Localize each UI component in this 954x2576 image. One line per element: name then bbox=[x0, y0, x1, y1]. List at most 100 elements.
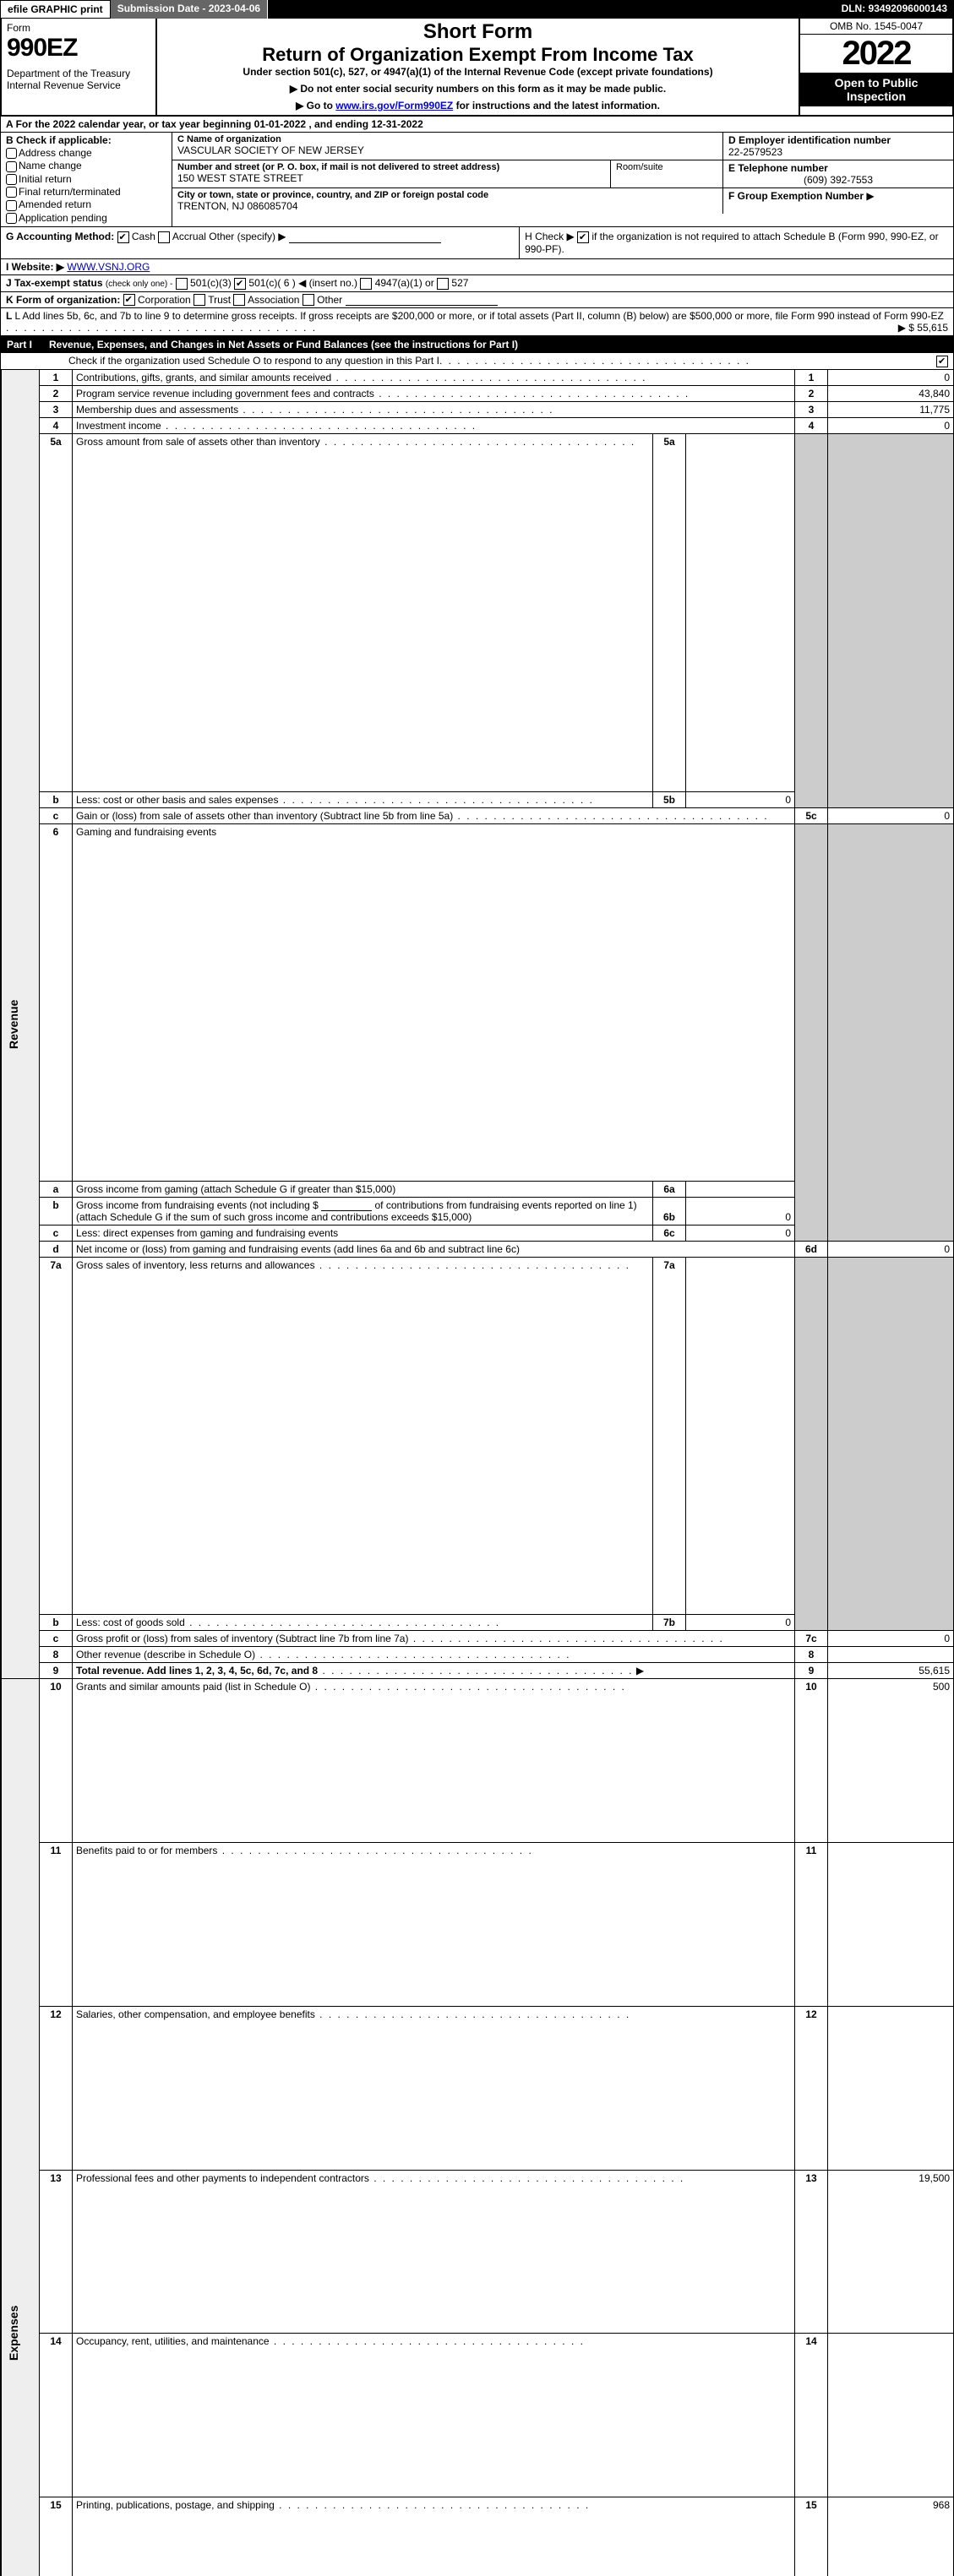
l6a-sub: 6a bbox=[653, 1181, 686, 1197]
phone-value: (609) 392-7553 bbox=[728, 174, 948, 186]
j-501c: 501(c)( 6 ) ◀ (insert no.) bbox=[248, 277, 357, 289]
j-4947: 4947(a)(1) or bbox=[375, 277, 434, 289]
h-check[interactable] bbox=[577, 231, 589, 243]
k-corp-check[interactable] bbox=[123, 294, 135, 306]
top-bar: efile GRAPHIC print Submission Date - 20… bbox=[0, 0, 954, 19]
l8-desc: Other revenue (describe in Schedule O) bbox=[76, 1649, 255, 1660]
opt-initial-return[interactable]: Initial return bbox=[6, 173, 166, 185]
c-name-label: C Name of organization bbox=[177, 134, 717, 144]
l6c-num: c bbox=[40, 1225, 73, 1241]
street-label: Number and street (or P. O. box, if mail… bbox=[177, 162, 605, 172]
col-c: C Name of organization VASCULAR SOCIETY … bbox=[172, 133, 953, 226]
l10-ref: 10 bbox=[795, 1679, 828, 1843]
city-label: City or town, state or province, country… bbox=[177, 190, 717, 200]
l6d-num: d bbox=[40, 1241, 73, 1257]
opt-application-pending[interactable]: Application pending bbox=[6, 212, 166, 224]
l-text: L Add lines 5b, 6c, and 7b to line 9 to … bbox=[14, 310, 943, 322]
l10-desc: Grants and similar amounts paid (list in… bbox=[76, 1681, 310, 1693]
l9-desc: Total revenue. Add lines 1, 2, 3, 4, 5c,… bbox=[76, 1665, 318, 1677]
l14-desc: Occupancy, rent, utilities, and maintena… bbox=[76, 2335, 270, 2347]
l7a-subval bbox=[686, 1257, 795, 1614]
g-accrual-check[interactable] bbox=[158, 231, 170, 243]
l9-val: 55,615 bbox=[828, 1663, 954, 1679]
header-right: OMB No. 1545-0047 2022 Open to Public In… bbox=[799, 19, 952, 115]
l7b-subval: 0 bbox=[686, 1615, 795, 1631]
l5b-sub: 5b bbox=[653, 791, 686, 807]
j-4947-check[interactable] bbox=[360, 278, 372, 290]
l5a-subval bbox=[686, 434, 795, 791]
part1-title: Revenue, Expenses, and Changes in Net As… bbox=[49, 339, 947, 351]
l15-desc: Printing, publications, postage, and shi… bbox=[76, 2499, 275, 2511]
form-number: 990EZ bbox=[7, 34, 150, 62]
l7c-desc: Gross profit or (loss) from sales of inv… bbox=[76, 1633, 408, 1644]
header-left: Form 990EZ Department of the Treasury In… bbox=[2, 19, 157, 115]
i-label: I Website: ▶ bbox=[6, 261, 64, 273]
l7c-ref: 7c bbox=[795, 1631, 828, 1647]
l4-num: 4 bbox=[40, 418, 73, 434]
l6d-val: 0 bbox=[828, 1241, 954, 1257]
part1-sub: Check if the organization used Schedule … bbox=[0, 353, 954, 370]
l12-val bbox=[828, 2006, 954, 2170]
opt-name-change[interactable]: Name change bbox=[6, 160, 166, 171]
l3-num: 3 bbox=[40, 402, 73, 418]
k-assoc-check[interactable] bbox=[233, 294, 245, 306]
k-assoc: Association bbox=[248, 294, 299, 306]
revenue-side: Revenue bbox=[1, 370, 40, 1679]
l6d-desc: Net income or (loss) from gaming and fun… bbox=[76, 1243, 520, 1255]
opt-final-return[interactable]: Final return/terminated bbox=[6, 186, 166, 198]
f-arrow: ▶ bbox=[866, 190, 874, 202]
g-label: G Accounting Method: bbox=[6, 231, 114, 242]
l6b-blank[interactable] bbox=[321, 1200, 372, 1211]
l1-desc: Contributions, gifts, grants, and simila… bbox=[76, 372, 331, 383]
l11-val bbox=[828, 1843, 954, 2007]
l15-ref: 15 bbox=[795, 2497, 828, 2576]
efile-print-label[interactable]: efile GRAPHIC print bbox=[0, 0, 111, 19]
l7a-desc: Gross sales of inventory, less returns a… bbox=[76, 1259, 315, 1271]
l6d-ref: 6d bbox=[795, 1241, 828, 1257]
opt-address-change[interactable]: Address change bbox=[6, 147, 166, 159]
ein-value: 22-2579523 bbox=[728, 146, 948, 158]
org-name: VASCULAR SOCIETY OF NEW JERSEY bbox=[177, 144, 717, 156]
l8-num: 8 bbox=[40, 1647, 73, 1663]
l6b-subval: 0 bbox=[686, 1197, 795, 1225]
j-527-check[interactable] bbox=[437, 278, 449, 290]
part1-header: Part I Revenue, Expenses, and Changes in… bbox=[0, 336, 954, 353]
website-link[interactable]: WWW.VSNJ.ORG bbox=[67, 261, 150, 273]
l6c-desc: Less: direct expenses from gaming and fu… bbox=[76, 1227, 338, 1239]
opt-amended-return[interactable]: Amended return bbox=[6, 198, 166, 210]
form-word: Form bbox=[7, 22, 150, 34]
l7b-desc: Less: cost of goods sold bbox=[76, 1617, 185, 1628]
l14-num: 14 bbox=[40, 2334, 73, 2497]
j-501c-check[interactable] bbox=[234, 278, 246, 290]
g-other: Other (specify) ▶ bbox=[209, 231, 286, 242]
l10-num: 10 bbox=[40, 1679, 73, 1843]
irs-link[interactable]: www.irs.gov/Form990EZ bbox=[335, 100, 453, 111]
line-k: K Form of organization: Corporation Trus… bbox=[0, 292, 954, 309]
expenses-side: Expenses bbox=[1, 1679, 40, 2576]
part1-scho-check[interactable] bbox=[936, 356, 948, 367]
j-501c3: 501(c)(3) bbox=[190, 277, 232, 289]
k-other-blank[interactable] bbox=[346, 295, 498, 306]
j-527: 527 bbox=[451, 277, 468, 289]
g-other-blank[interactable] bbox=[289, 232, 441, 243]
k-other-check[interactable] bbox=[303, 294, 314, 306]
g-cash-check[interactable] bbox=[117, 231, 129, 243]
l1-num: 1 bbox=[40, 370, 73, 386]
header-center: Short Form Return of Organization Exempt… bbox=[157, 19, 799, 115]
l3-ref: 3 bbox=[795, 402, 828, 418]
l3-desc: Membership dues and assessments bbox=[76, 404, 238, 416]
l6b-num: b bbox=[40, 1197, 73, 1225]
part1-subtext: Check if the organization used Schedule … bbox=[68, 355, 439, 367]
line-a-text: For the 2022 calendar year, or tax year … bbox=[16, 118, 423, 130]
l9-arrow-icon: ▶ bbox=[636, 1665, 644, 1677]
part1-table: Revenue 1 Contributions, gifts, grants, … bbox=[0, 370, 954, 2576]
k-trust-check[interactable] bbox=[194, 294, 205, 306]
section-bcdef: B Check if applicable: Address change Na… bbox=[0, 133, 954, 227]
j-sub: (check only one) - bbox=[106, 280, 172, 289]
city-value: TRENTON, NJ 086085704 bbox=[177, 200, 717, 212]
l3-val: 11,775 bbox=[828, 402, 954, 418]
j-501c3-check[interactable] bbox=[176, 278, 188, 290]
l6b-sub: 6b bbox=[653, 1197, 686, 1225]
row-gh: G Accounting Method: Cash Accrual Other … bbox=[0, 227, 954, 259]
l12-ref: 12 bbox=[795, 2006, 828, 2170]
